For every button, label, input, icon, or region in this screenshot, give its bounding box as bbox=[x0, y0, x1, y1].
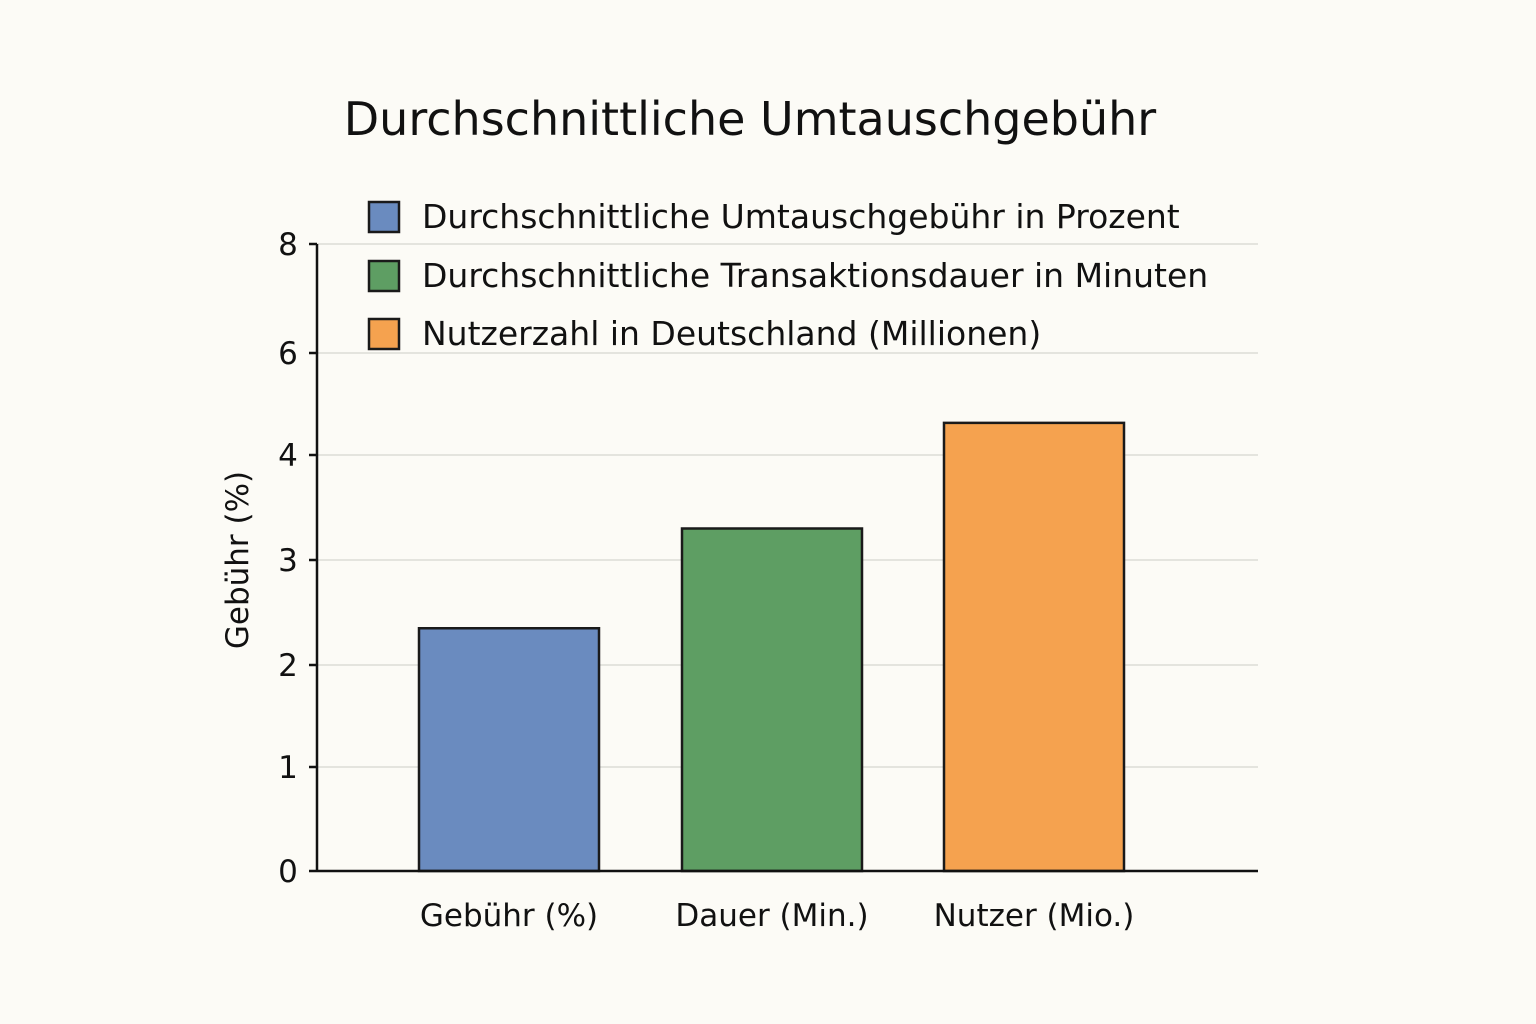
bar-2 bbox=[680, 527, 864, 873]
y-ticks: 0 1 2 3 4 6 8 bbox=[278, 227, 317, 890]
bar-3 bbox=[942, 421, 1126, 873]
y-tick-label: 1 bbox=[278, 750, 298, 786]
x-category-label: Gebühr (%) bbox=[420, 898, 598, 934]
legend-swatch bbox=[367, 317, 401, 351]
y-tick-label: 4 bbox=[278, 438, 298, 474]
legend-label: Nutzerzahl in Deutschland (Millionen) bbox=[422, 314, 1041, 353]
x-category-label: Dauer (Min.) bbox=[675, 898, 868, 934]
y-tick-label: 3 bbox=[278, 543, 298, 579]
y-tick-label: 2 bbox=[278, 648, 298, 684]
y-tick-label: 6 bbox=[278, 336, 298, 372]
y-axis-label: Gebühr (%) bbox=[220, 471, 256, 649]
bars bbox=[417, 421, 1126, 873]
y-tick-label: 0 bbox=[278, 854, 298, 890]
legend-label: Durchschnittliche Transaktionsdauer in M… bbox=[422, 256, 1208, 295]
bar-1 bbox=[417, 627, 601, 873]
legend-swatch bbox=[367, 200, 401, 234]
x-category-labels: Gebühr (%) Dauer (Min.) Nutzer (Mio.) bbox=[420, 898, 1135, 934]
legend-swatch bbox=[367, 259, 401, 293]
chart-title: Durchschnittliche Umtauschgebühr bbox=[344, 92, 1157, 146]
legend-label: Durchschnittliche Umtauschgebühr in Proz… bbox=[422, 197, 1180, 236]
x-category-label: Nutzer (Mio.) bbox=[934, 898, 1135, 934]
legend: Durchschnittliche Umtauschgebühr in Proz… bbox=[367, 197, 1208, 353]
y-tick-label: 8 bbox=[278, 227, 298, 263]
